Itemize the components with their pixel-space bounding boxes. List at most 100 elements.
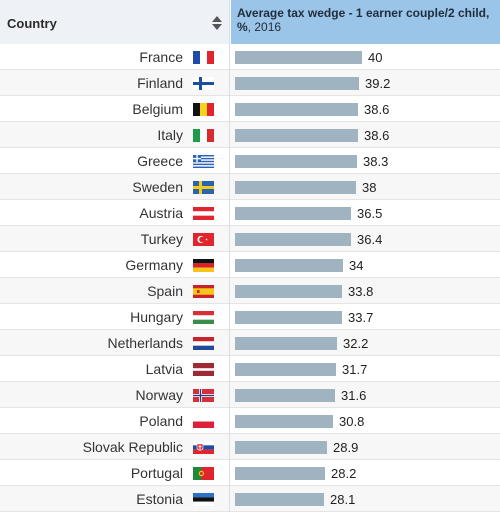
bar-poland[interactable] <box>235 415 333 428</box>
data-label-france: 40 <box>368 50 383 65</box>
bar-sweden[interactable] <box>235 181 356 194</box>
country-cell: France <box>0 44 230 70</box>
table-row[interactable]: Slovak Republic 28.9 <box>0 434 500 460</box>
country-name-turkey: Turkey <box>140 231 183 247</box>
metric-title-text: Average tax wedge - 1 earner couple/2 ch… <box>237 6 490 20</box>
table-row[interactable]: Belgium 38.6 <box>0 96 500 122</box>
data-label-estonia: 28.1 <box>330 492 356 507</box>
country-name-poland: Poland <box>139 413 183 429</box>
table-row[interactable]: Poland 30.8 <box>0 408 500 434</box>
bar-greece[interactable] <box>235 155 357 168</box>
table-row[interactable]: Austria 36.5 <box>0 200 500 226</box>
metric-unit: % <box>237 20 248 34</box>
table-row[interactable]: France 40 <box>0 44 500 70</box>
country-name-estonia: Estonia <box>136 491 183 507</box>
metric-year: , 2016 <box>247 20 282 34</box>
flag-finland-icon <box>193 77 214 90</box>
country-name-slovak-republic: Slovak Republic <box>82 439 183 455</box>
bar-cell: 28.9 <box>231 434 500 460</box>
country-cell: Germany <box>0 252 230 278</box>
country-cell: Portugal <box>0 460 230 486</box>
bar-cell: 38.3 <box>231 148 500 174</box>
data-label-norway: 31.6 <box>341 388 367 403</box>
sort-icon[interactable] <box>212 16 222 30</box>
data-label-latvia: 31.7 <box>342 362 368 377</box>
bar-cell: 38.6 <box>231 122 500 148</box>
flag-portugal-icon <box>193 467 214 480</box>
table-row[interactable]: Germany 34 <box>0 252 500 278</box>
country-cell: Norway <box>0 382 230 408</box>
flag-belgium-icon <box>193 103 214 116</box>
bar-hungary[interactable] <box>235 311 342 324</box>
table-row[interactable]: Estonia 28.1 <box>0 486 500 512</box>
bar-cell: 34 <box>231 252 500 278</box>
country-cell: Spain <box>0 278 230 304</box>
country-column-header[interactable]: Country <box>0 0 230 44</box>
table-row[interactable]: Turkey 36.4 <box>0 226 500 252</box>
bar-portugal[interactable] <box>235 467 325 480</box>
flag-greece-icon <box>193 155 214 168</box>
bar-slovak-republic[interactable] <box>235 441 327 454</box>
bar-latvia[interactable] <box>235 363 336 376</box>
flag-estonia-icon <box>193 493 214 506</box>
flag-france-icon <box>193 51 214 64</box>
country-cell: Hungary <box>0 304 230 330</box>
bar-cell: 31.6 <box>231 382 500 408</box>
bar-spain[interactable] <box>235 285 342 298</box>
data-label-belgium: 38.6 <box>364 102 390 117</box>
flag-italy-icon <box>193 129 214 142</box>
data-label-poland: 30.8 <box>339 414 365 429</box>
bar-norway[interactable] <box>235 389 335 402</box>
flag-turkey-icon <box>193 233 214 246</box>
bar-cell: 33.7 <box>231 304 500 330</box>
metric-column-header[interactable]: Average tax wedge - 1 earner couple/2 ch… <box>231 0 500 44</box>
table-row[interactable]: Sweden 38 <box>0 174 500 200</box>
country-name-finland: Finland <box>137 75 183 91</box>
bar-france[interactable] <box>235 51 362 64</box>
bar-belgium[interactable] <box>235 103 358 116</box>
country-column-label: Country <box>7 16 57 31</box>
bar-germany[interactable] <box>235 259 343 272</box>
country-cell: Finland <box>0 70 230 96</box>
bar-cell: 38.6 <box>231 96 500 122</box>
bar-cell: 36.5 <box>231 200 500 226</box>
country-name-netherlands: Netherlands <box>107 335 184 351</box>
table-row[interactable]: Greece 38.3 <box>0 148 500 174</box>
country-cell: Turkey <box>0 226 230 252</box>
country-name-latvia: Latvia <box>145 361 183 377</box>
table-row[interactable]: Finland 39.2 <box>0 70 500 96</box>
table-row[interactable]: Spain 33.8 <box>0 278 500 304</box>
table-row[interactable]: Portugal 28.2 <box>0 460 500 486</box>
country-name-italy: Italy <box>157 127 183 143</box>
flag-hungary-icon <box>193 311 214 324</box>
table-row[interactable]: Hungary 33.7 <box>0 304 500 330</box>
data-label-portugal: 28.2 <box>331 466 357 481</box>
country-name-belgium: Belgium <box>132 101 183 117</box>
bar-cell: 28.2 <box>231 460 500 486</box>
bar-cell: 31.7 <box>231 356 500 382</box>
bar-finland[interactable] <box>235 77 359 90</box>
table-row[interactable]: Latvia 31.7 <box>0 356 500 382</box>
table-header: Country Average tax wedge - 1 earner cou… <box>0 0 500 44</box>
country-name-norway: Norway <box>135 387 183 403</box>
bar-cell: 39.2 <box>231 70 500 96</box>
table-row[interactable]: Netherlands 32.2 <box>0 330 500 356</box>
country-cell: Netherlands <box>0 330 230 356</box>
bar-turkey[interactable] <box>235 233 351 246</box>
table-row[interactable]: Italy 38.6 <box>0 122 500 148</box>
country-cell: Estonia <box>0 486 230 512</box>
flag-austria-icon <box>193 207 214 220</box>
country-cell: Greece <box>0 148 230 174</box>
country-name-portugal: Portugal <box>130 465 183 481</box>
country-name-austria: Austria <box>139 205 183 221</box>
bar-netherlands[interactable] <box>235 337 337 350</box>
country-cell: Belgium <box>0 96 230 122</box>
bar-italy[interactable] <box>235 129 358 142</box>
bar-cell: 28.1 <box>231 486 500 512</box>
bar-cell: 30.8 <box>231 408 500 434</box>
table-row[interactable]: Norway 31.6 <box>0 382 500 408</box>
bar-estonia[interactable] <box>235 493 324 506</box>
bar-austria[interactable] <box>235 207 351 220</box>
country-name-sweden: Sweden <box>132 179 183 195</box>
